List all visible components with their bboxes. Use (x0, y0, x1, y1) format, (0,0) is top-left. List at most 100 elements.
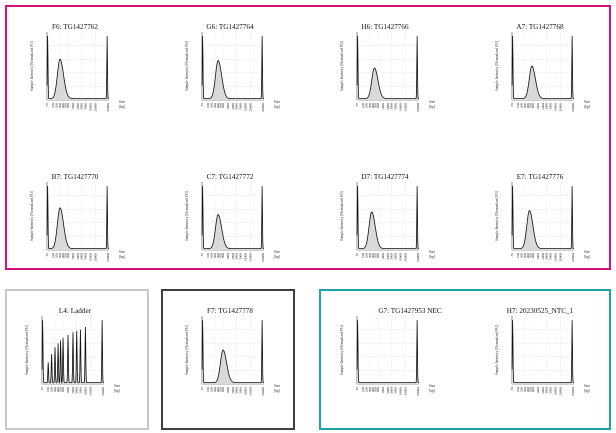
x-tick-label: 600 (221, 387, 225, 392)
x-tick-label: 1000 (226, 253, 230, 260)
x-tick-label: 5000 (238, 103, 242, 110)
x-tick-label: 10000 (243, 387, 247, 396)
panel-0: F6: TG1427762 Sample Intensity [Normalize… (30, 23, 125, 111)
x-axis-unit: [bp] (274, 105, 280, 109)
x-tick-label: 35 (510, 387, 514, 391)
x-tick-label: 200 (210, 103, 214, 108)
x-tick-label: 3000 (80, 103, 84, 110)
x-axis-label: Size (119, 250, 126, 254)
trace-fill (47, 186, 109, 250)
x-tick-label: 500 (374, 103, 378, 108)
x-tick-label: 35 (200, 103, 204, 107)
x-tick-label: 10000 (398, 253, 402, 262)
x-axis-label: Size (429, 250, 436, 254)
x-tick-label: 3000 (80, 253, 84, 260)
x-tick-label: 60000 (261, 387, 265, 396)
y-axis-label: Sample Intensity [Normalized FU] (185, 41, 189, 91)
x-tick-label: 500 (219, 253, 223, 258)
x-tick-label: 3000 (545, 103, 549, 110)
x-tick-label: 35 (510, 253, 514, 257)
trace-fill (202, 186, 264, 250)
x-tick-label: 35 (40, 387, 44, 391)
y-axis-label: Sample Intensity [Normalized FU] (340, 325, 344, 375)
x-tick-label: 200 (520, 253, 524, 258)
x-tick-label: 300 (213, 103, 217, 108)
x-tick-label: 200 (365, 103, 369, 108)
x-axis-unit: [bp] (119, 255, 125, 259)
x-tick-label: 2000 (76, 103, 80, 110)
x-tick-label: 200 (50, 387, 54, 392)
x-tick-label: 2000 (541, 387, 545, 394)
panel-title: G6: TG1427764 (206, 23, 254, 31)
trace-line (201, 186, 264, 250)
x-tick-label: 400 (371, 253, 375, 258)
x-axis-label: Size (274, 100, 281, 104)
y-axis-label: Sample Intensity [Normalized FU] (340, 41, 344, 91)
x-tick-label: 400 (526, 103, 530, 108)
x-axis-label: Size (429, 100, 436, 104)
x-axis-label: Size (274, 384, 281, 388)
y-axis-label: Sample Intensity [Normalized FU] (25, 325, 29, 375)
x-tick-label: 20000 (558, 387, 562, 396)
x-tick-label: 200 (365, 253, 369, 258)
panel-title: L4: Ladder (59, 307, 92, 315)
x-tick-label: 600 (531, 103, 535, 108)
x-tick-label: 35 (355, 253, 359, 257)
x-tick-label: 1000 (66, 387, 70, 394)
x-axis-unit: [bp] (274, 389, 280, 393)
x-tick-label: 400 (526, 253, 530, 258)
x-tick-label: 2000 (386, 387, 390, 394)
x-tick-label: 500 (529, 103, 533, 108)
panel-2: H6: TG1427766 Sample Intensity [Normalize… (340, 23, 435, 111)
x-tick-label: 2000 (231, 103, 235, 110)
x-tick-label: 300 (58, 253, 62, 258)
x-tick-label: 1000 (536, 103, 540, 110)
x-tick-label: 500 (219, 387, 223, 392)
x-tick-label: 400 (56, 387, 60, 392)
trace-fill (202, 36, 264, 100)
panel-3: A7: TG1427768 Sample Intensity [Normalize… (495, 23, 590, 111)
x-tick-label: 200 (210, 387, 214, 392)
x-tick-label: 1000 (381, 387, 385, 394)
x-tick-label: 5000 (393, 103, 397, 110)
x-tick-label: 20000 (248, 253, 252, 262)
x-tick-label: 3000 (235, 253, 239, 260)
x-tick-label: 500 (219, 103, 223, 108)
panel-6: D7: TG1427774 Sample Intensity [Normalize… (340, 173, 435, 261)
panel-4: B7: TG1427770 Sample Intensity [Normalize… (30, 173, 125, 261)
x-axis-label: Size (114, 384, 121, 388)
x-axis-unit: [bp] (584, 105, 590, 109)
x-tick-label: 35 (200, 253, 204, 257)
x-tick-label: 5000 (548, 103, 552, 110)
x-tick-label: 3000 (390, 387, 394, 394)
x-tick-label: 500 (374, 253, 378, 258)
x-tick-label: 20000 (88, 387, 92, 396)
trace-fill (357, 36, 419, 100)
x-axis-label: Size (274, 250, 281, 254)
x-tick-label: 200 (520, 103, 524, 108)
panel-title: H7: 20230525_NTC_1 (507, 307, 574, 315)
x-tick-label: 20000 (248, 387, 252, 396)
panel-title: A7: TG1427768 (516, 23, 564, 31)
trace-line (356, 186, 419, 250)
x-tick-label: 5000 (78, 387, 82, 394)
x-tick-label: 20000 (93, 103, 97, 112)
x-tick-label: 100 (516, 253, 520, 258)
x-tick-label: 10000 (243, 103, 247, 112)
x-tick-label: 600 (531, 387, 535, 392)
x-tick-label: 500 (374, 387, 378, 392)
x-tick-label: 20000 (558, 103, 562, 112)
x-tick-label: 3000 (390, 253, 394, 260)
x-axis-label: Size (119, 100, 126, 104)
x-tick-label: 1000 (71, 103, 75, 110)
x-tick-label: 400 (61, 253, 65, 258)
panel-9: F7: TG1427778 Sample Intensity [Normalize… (185, 307, 280, 395)
sample-group-box (5, 5, 611, 270)
x-tick-label: 100 (51, 103, 55, 108)
x-tick-label: 400 (216, 253, 220, 258)
panel-title: D7: TG1427774 (361, 173, 409, 181)
x-tick-label: 10000 (553, 253, 557, 262)
x-axis-unit: [bp] (429, 389, 435, 393)
trace-line (201, 36, 264, 100)
x-tick-label: 20000 (93, 253, 97, 262)
